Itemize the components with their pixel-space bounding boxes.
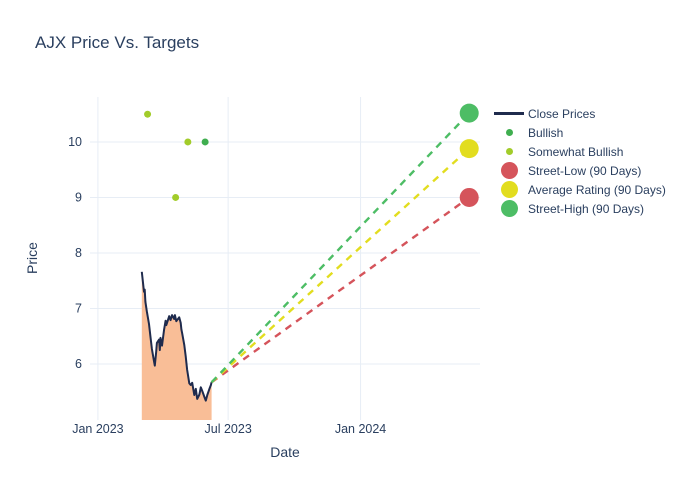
legend-item-street-low[interactable]: Street-Low (90 Days) xyxy=(490,161,666,180)
legend-item-average-rating[interactable]: Average Rating (90 Days) xyxy=(490,180,666,199)
average-rating-marker-icon xyxy=(490,181,528,198)
target-line-average-rating-90-days xyxy=(210,147,471,384)
x-axis-title: Date xyxy=(270,444,300,460)
rating-dot-bullish xyxy=(201,138,209,146)
legend-label: Street-Low (90 Days) xyxy=(528,163,642,178)
target-marker-street-high-90-days xyxy=(459,103,479,123)
target-line-street-high-90-days xyxy=(210,112,471,384)
close-prices-line-swatch xyxy=(490,112,528,115)
y-tick-label: 10 xyxy=(68,135,82,149)
legend-label: Bullish xyxy=(528,125,564,140)
legend-item-close-prices[interactable]: Close Prices xyxy=(490,104,666,123)
target-line-street-low-90-days xyxy=(210,196,470,384)
legend-label: Average Rating (90 Days) xyxy=(528,182,666,197)
legend: Close Prices Bullish Somewhat Bullish St… xyxy=(490,104,666,218)
x-tick-label: Jan 2024 xyxy=(335,422,386,436)
y-tick-label: 7 xyxy=(75,302,82,316)
rating-dot-somewhat-bullish xyxy=(172,193,180,201)
legend-label: Street-High (90 Days) xyxy=(528,201,645,216)
close-prices-line xyxy=(140,271,213,402)
legend-label: Close Prices xyxy=(528,106,596,121)
x-tick-label: Jul 2023 xyxy=(205,422,252,436)
bullish-dot-icon xyxy=(490,129,528,136)
somewhat-bullish-dot-icon xyxy=(490,148,528,155)
street-low-marker-icon xyxy=(490,162,528,179)
legend-label: Somewhat Bullish xyxy=(528,144,624,159)
legend-item-street-high[interactable]: Street-High (90 Days) xyxy=(490,199,666,218)
target-marker-average-rating-90-days xyxy=(459,139,479,159)
y-axis-title: Price xyxy=(24,242,40,274)
rating-dot-somewhat-bullish xyxy=(184,138,192,146)
rating-dot-somewhat-bullish xyxy=(144,110,152,118)
close-prices-area xyxy=(141,271,212,420)
legend-item-bullish[interactable]: Bullish xyxy=(490,123,666,142)
y-tick-label: 8 xyxy=(75,246,82,260)
target-marker-street-low-90-days xyxy=(459,187,479,207)
y-tick-label: 9 xyxy=(75,191,82,205)
chart-title: AJX Price Vs. Targets xyxy=(35,33,200,52)
street-high-marker-icon xyxy=(490,200,528,217)
y-tick-label: 6 xyxy=(75,357,82,371)
legend-item-somewhat-bullish[interactable]: Somewhat Bullish xyxy=(490,142,666,161)
x-tick-label: Jan 2023 xyxy=(72,422,123,436)
